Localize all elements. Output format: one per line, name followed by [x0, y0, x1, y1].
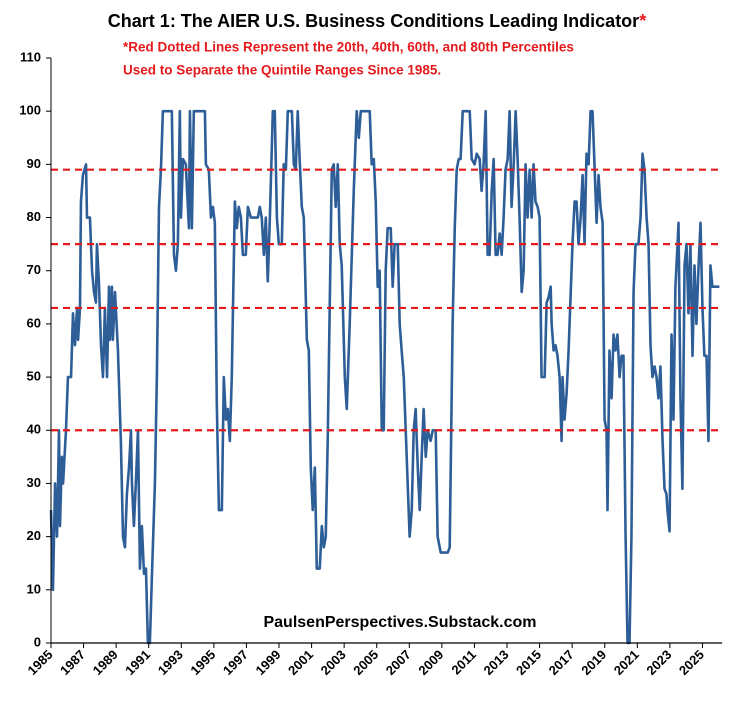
y-tick-label: 50: [27, 369, 41, 384]
y-tick-label: 100: [19, 103, 41, 118]
x-tick-label: 2003: [318, 647, 349, 678]
chart-title: Chart 1: The AIER U.S. Business Conditio…: [108, 11, 639, 31]
x-tick-label: 1995: [187, 647, 218, 678]
x-tick-label: 2017: [546, 647, 577, 678]
y-tick-label: 110: [20, 49, 41, 64]
x-tick-label: 2009: [415, 647, 446, 678]
y-tick-label: 70: [27, 262, 41, 277]
y-tick-label: 60: [27, 315, 41, 330]
data-line: [49, 109, 720, 645]
x-tick-label: 2025: [676, 647, 707, 678]
y-tick-label: 40: [27, 422, 41, 437]
x-tick-label: 2011: [448, 647, 479, 678]
x-tick-label: 1989: [90, 647, 121, 678]
x-tick-label: 1997: [220, 647, 251, 678]
y-tick-label: 30: [27, 475, 41, 490]
x-tick-label: 2005: [350, 647, 381, 678]
x-tick-label: 2015: [513, 647, 544, 678]
y-tick-label: 20: [27, 528, 41, 543]
x-tick-label: 1991: [122, 647, 153, 678]
y-tick-label: 0: [34, 634, 41, 649]
x-tick-label: 2007: [383, 647, 414, 678]
annotation: PaulsenPerspectives.Substack.com: [263, 614, 536, 631]
y-tick-label: 80: [27, 209, 41, 224]
x-tick-label: 2019: [578, 647, 609, 678]
x-tick-label: 2023: [643, 647, 674, 678]
x-tick-label: 2021: [611, 647, 642, 678]
subtitle: *Red Dotted Lines Represent the 20th, 40…: [123, 40, 574, 55]
x-tick-label: 2001: [285, 647, 316, 678]
title-asterisk: *: [639, 11, 646, 31]
chart-title-group: Chart 1: The AIER U.S. Business Conditio…: [108, 11, 646, 31]
y-tick-label: 90: [27, 156, 41, 171]
x-tick-label: 2013: [481, 647, 512, 678]
x-tick-label: 1993: [155, 647, 186, 678]
y-tick-label: 10: [27, 581, 41, 596]
subtitle: Used to Separate the Quintile Ranges Sin…: [123, 63, 441, 78]
x-tick-label: 1985: [24, 647, 55, 678]
x-tick-label: 1999: [253, 647, 284, 678]
x-tick-label: 1987: [57, 647, 88, 678]
